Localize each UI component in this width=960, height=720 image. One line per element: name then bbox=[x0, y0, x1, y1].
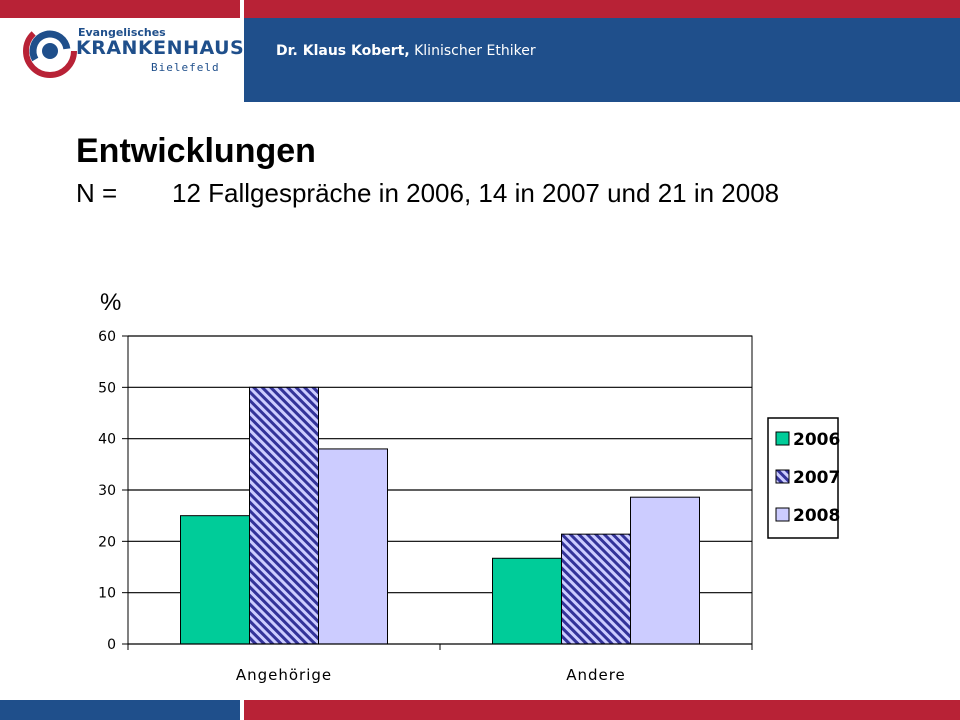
logo-emblem-icon bbox=[23, 24, 77, 78]
y-tick-label: 10 bbox=[98, 586, 116, 602]
logo-text-city: Bielefeld bbox=[151, 61, 220, 74]
top-bar-left bbox=[0, 0, 240, 18]
bar-2006-1 bbox=[492, 557, 562, 645]
y-tick-label: 30 bbox=[98, 483, 116, 499]
logo-text-big: KRANKENHAUS bbox=[76, 37, 245, 59]
y-tick-label: 20 bbox=[98, 534, 116, 550]
legend-label-2006: 2006 bbox=[793, 430, 840, 450]
y-tick-label: 40 bbox=[98, 432, 116, 448]
y-tick-label: 60 bbox=[98, 329, 116, 345]
x-category-label: Angehörige bbox=[236, 666, 332, 684]
slide-subtitle: N = 12 Fallgespräche in 2006, 14 in 2007 … bbox=[76, 178, 779, 209]
bar-2006-0 bbox=[180, 515, 250, 645]
legend-label-2008: 2008 bbox=[793, 506, 840, 526]
bar-2007-1 bbox=[561, 533, 631, 645]
y-tick-label: 50 bbox=[98, 380, 116, 396]
top-bar-right bbox=[244, 0, 960, 18]
legend-swatch-2008 bbox=[775, 507, 790, 522]
legend-label-2007: 2007 bbox=[793, 468, 840, 488]
legend-swatch-2007 bbox=[775, 469, 790, 484]
header-band bbox=[244, 18, 960, 102]
logo-text-small: Evangelisches bbox=[78, 26, 166, 39]
bar-2008-1 bbox=[630, 496, 700, 645]
hospital-logo bbox=[20, 20, 235, 90]
author-name: Dr. Klaus Kobert, bbox=[276, 43, 410, 59]
slide-title: Entwicklungen bbox=[76, 132, 316, 170]
bottom-bar-right bbox=[244, 700, 960, 720]
legend-swatch-2006 bbox=[775, 431, 790, 446]
bar-2007-0 bbox=[249, 386, 319, 645]
y-axis-label: % bbox=[100, 289, 121, 316]
y-tick-label: 0 bbox=[107, 637, 116, 653]
x-category-label: Andere bbox=[566, 666, 626, 684]
n-label: N = bbox=[76, 178, 118, 208]
author-line: Dr. Klaus Kobert, Klinischer Ethiker bbox=[276, 43, 536, 59]
bottom-bar-left bbox=[0, 700, 240, 720]
header-divider bbox=[240, 0, 244, 102]
author-role: Klinischer Ethiker bbox=[414, 43, 536, 59]
bar-2008-0 bbox=[318, 448, 388, 645]
n-text: 12 Fallgespräche in 2006, 14 in 2007 und… bbox=[172, 178, 780, 208]
